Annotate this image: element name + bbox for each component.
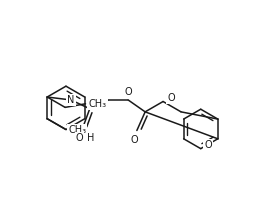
Text: O: O — [204, 140, 212, 150]
Text: N: N — [67, 95, 75, 105]
Text: H: H — [87, 133, 94, 143]
Text: O: O — [124, 87, 132, 97]
Text: CH₃: CH₃ — [68, 125, 86, 135]
Text: O: O — [130, 135, 138, 145]
Text: O: O — [76, 133, 83, 143]
Text: CH₃: CH₃ — [88, 99, 107, 109]
Text: O: O — [167, 93, 175, 103]
